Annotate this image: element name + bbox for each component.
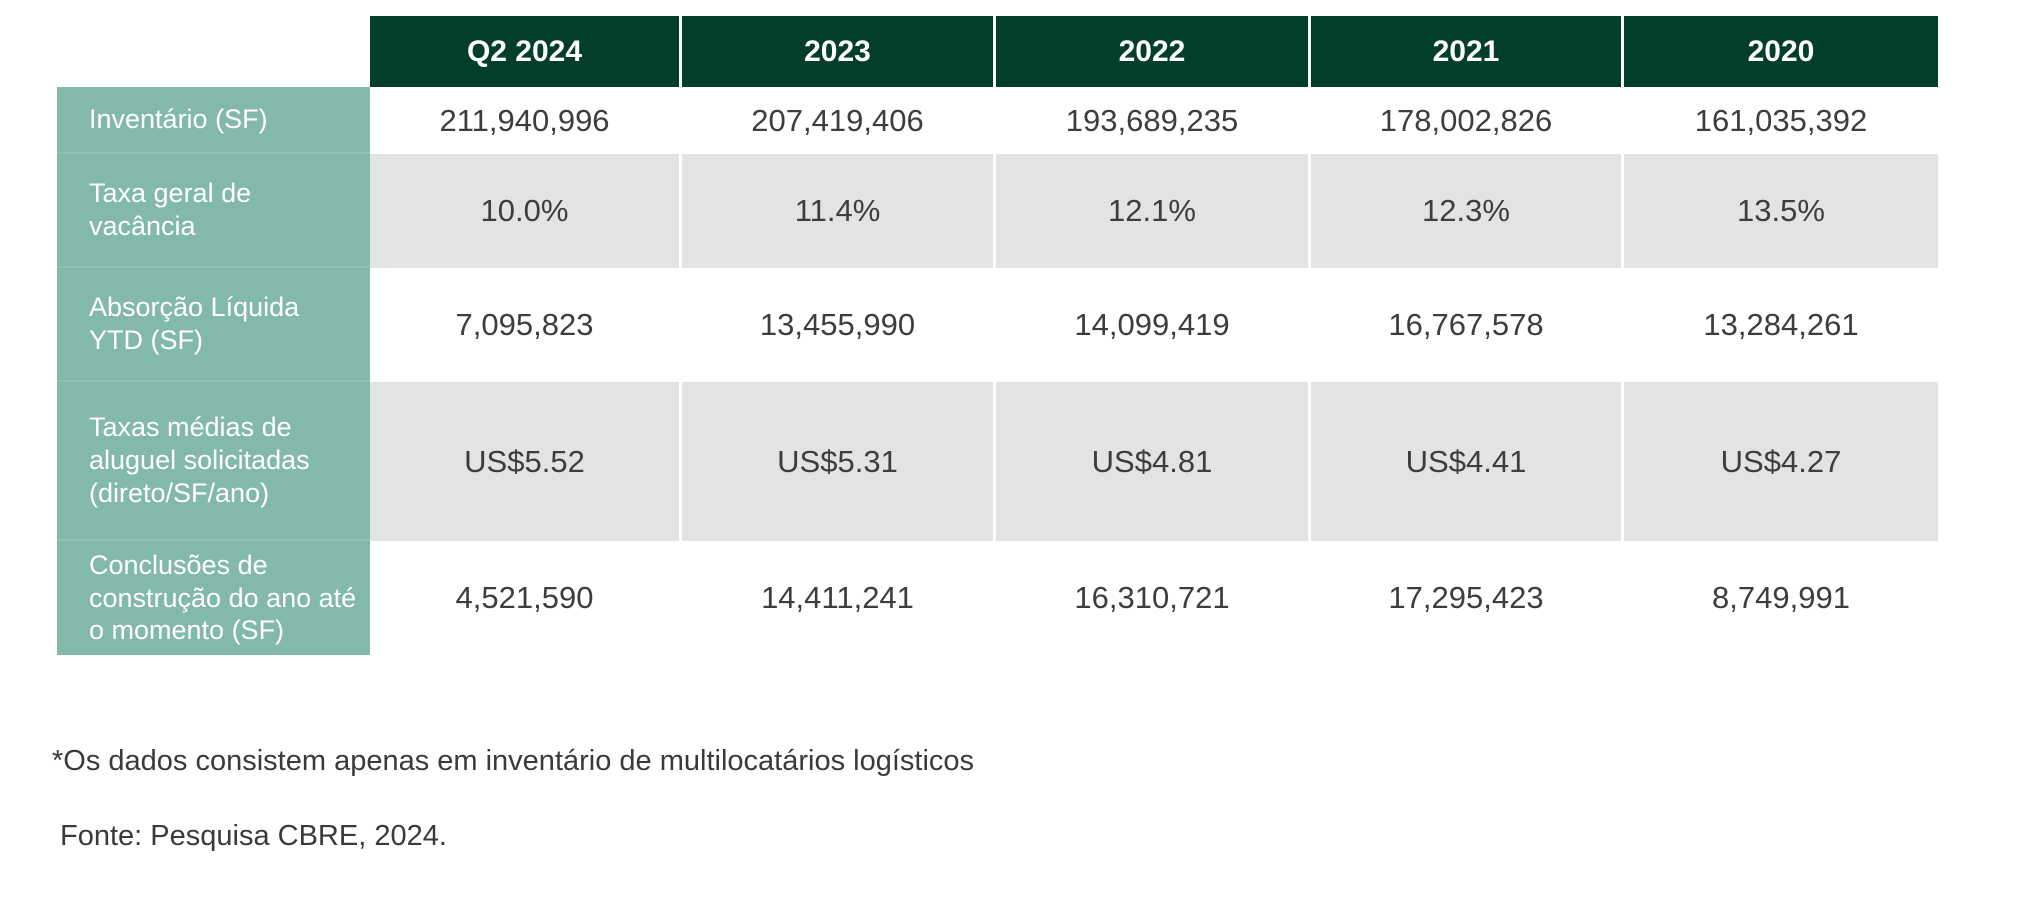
column-header: 2023 [682, 16, 996, 87]
table-cell: 13.5% [1624, 154, 1938, 268]
table-cell: US$4.27 [1624, 382, 1938, 541]
row-label: Taxas médias de aluguel solicitadas (dir… [57, 382, 370, 541]
row-label: Absorção Líquida YTD (SF) [57, 268, 370, 382]
table-cell: 8,749,991 [1624, 541, 1938, 655]
source-note: Fonte: Pesquisa CBRE, 2024. [60, 820, 447, 852]
table-cell: 211,940,996 [370, 87, 682, 154]
table-cell: 207,419,406 [682, 87, 996, 154]
table-cell: US$5.31 [682, 382, 996, 541]
table-cell: 16,767,578 [1311, 268, 1624, 382]
table-cell: 10.0% [370, 154, 682, 268]
table-cell: US$4.81 [996, 382, 1311, 541]
row-label: Taxa geral de vacância [57, 154, 370, 268]
table-grid: Q2 2024 2023 2022 2021 2020 Inventário (SF) 21… [57, 16, 1938, 655]
data-table: Q2 2024 2023 2022 2021 2020 Inventário (SF) 21… [57, 16, 1938, 655]
column-header: Q2 2024 [370, 16, 682, 87]
column-header: 2021 [1311, 16, 1624, 87]
table-cell: 193,689,235 [996, 87, 1311, 154]
table-corner [57, 16, 370, 87]
table-cell: 13,455,990 [682, 268, 996, 382]
table-cell: 161,035,392 [1624, 87, 1938, 154]
row-label: Conclusões de construção do ano até o mo… [57, 541, 370, 655]
table-cell: 14,099,419 [996, 268, 1311, 382]
table-cell: 4,521,590 [370, 541, 682, 655]
table-cell: 7,095,823 [370, 268, 682, 382]
column-header: 2022 [996, 16, 1311, 87]
column-header: 2020 [1624, 16, 1938, 87]
table-cell: 14,411,241 [682, 541, 996, 655]
table-cell: 12.1% [996, 154, 1311, 268]
footnote: *Os dados consistem apenas em inventário… [52, 745, 975, 777]
table-cell: US$4.41 [1311, 382, 1624, 541]
table-cell: 13,284,261 [1624, 268, 1938, 382]
table-cell: 16,310,721 [996, 541, 1311, 655]
table-cell: 17,295,423 [1311, 541, 1624, 655]
table-cell: US$5.52 [370, 382, 682, 541]
table-cell: 12.3% [1311, 154, 1624, 268]
row-label: Inventário (SF) [57, 87, 370, 154]
table-cell: 11.4% [682, 154, 996, 268]
table-cell: 178,002,826 [1311, 87, 1624, 154]
